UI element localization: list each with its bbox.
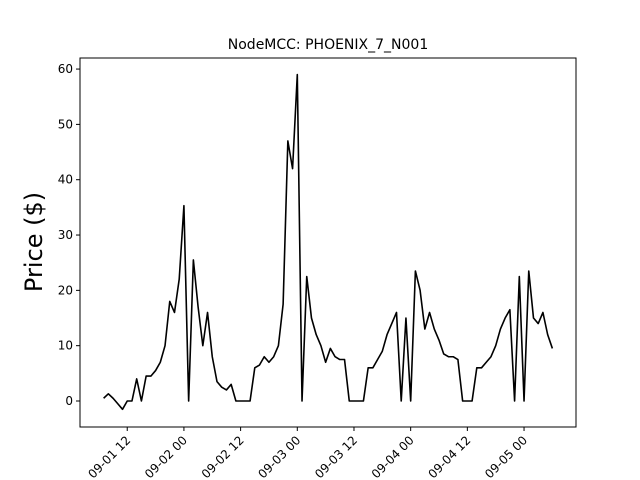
y-tick-label: 20 (58, 283, 73, 297)
y-tick-label: 40 (58, 173, 73, 187)
x-tick-label: 09-02 12 (199, 433, 247, 480)
y-axis-label: Price ($) (20, 192, 48, 292)
y-tick-label: 50 (58, 117, 73, 131)
x-tick-label: 09-04 00 (369, 433, 417, 480)
line (103, 73, 554, 411)
x-tick-label: 09-03 12 (312, 433, 360, 480)
y-tick-label: 60 (58, 62, 73, 76)
x-tick-label: 09-03 00 (255, 433, 303, 480)
x-tick-label: 09-01 12 (85, 433, 133, 480)
plot-frame (79, 57, 577, 428)
y-tick-label: 10 (58, 339, 73, 353)
chart-title: NodeMCC: PHOENIX_7_N001 (228, 37, 428, 53)
y-tick-label: 0 (65, 394, 73, 408)
x-tick-label: 09-02 00 (142, 433, 190, 480)
x-tick-label: 09-05 00 (482, 433, 530, 480)
y-tick-label: 30 (58, 228, 73, 242)
x-tick-label: 09-04 12 (425, 433, 473, 480)
